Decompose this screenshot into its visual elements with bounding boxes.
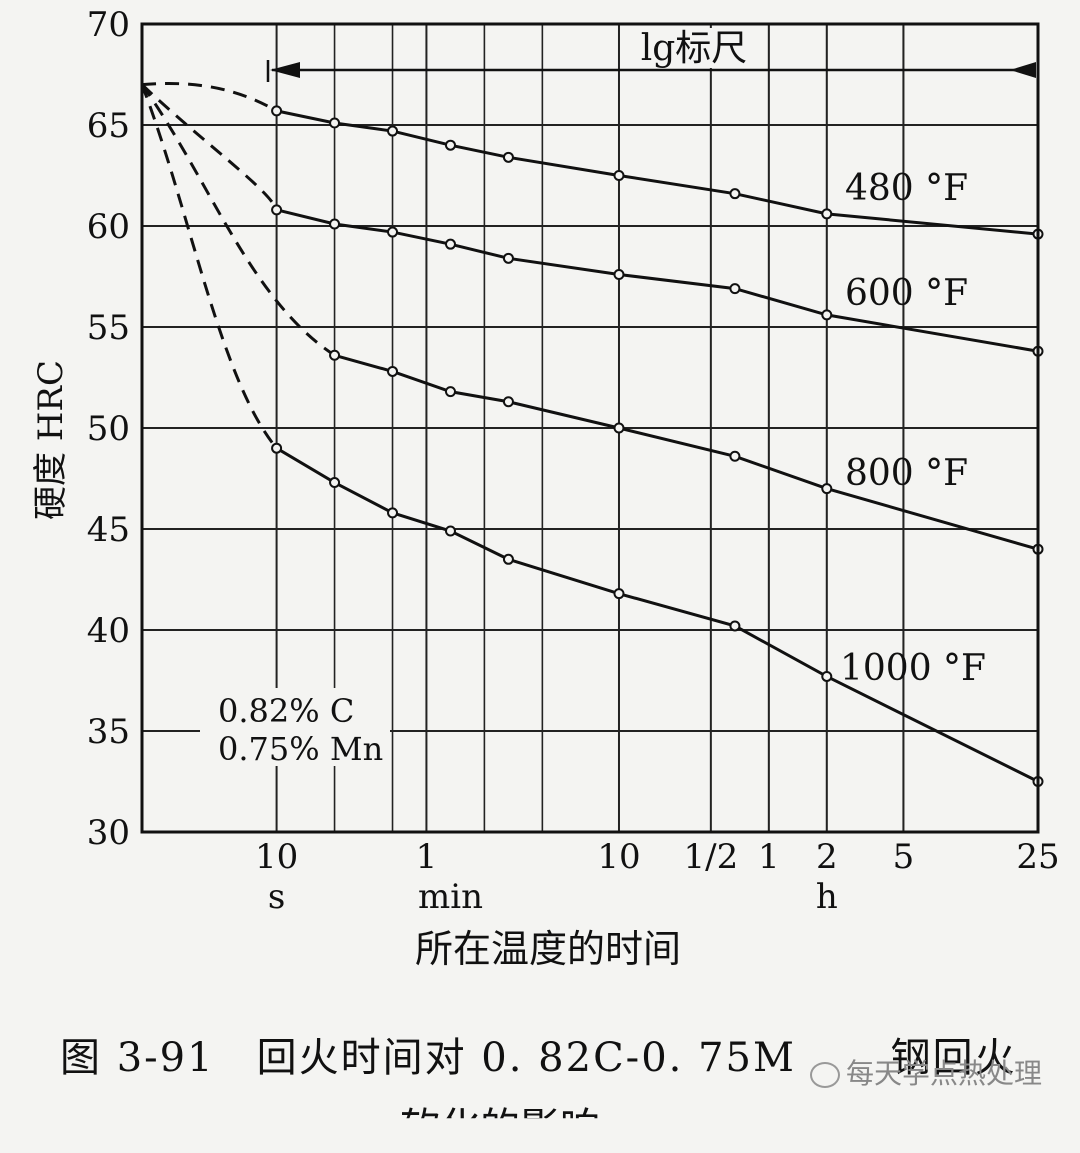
series-0-point-0 <box>271 105 283 117</box>
series-3-point-1 <box>329 477 341 489</box>
x-tick-label-5: 2 <box>816 837 838 877</box>
y-tick-label-55: 55 <box>87 308 130 348</box>
series-0-point-1 <box>329 117 341 129</box>
plot-frame <box>140 22 1040 834</box>
y-tick-label-70: 70 <box>87 5 130 45</box>
series-0-point-4 <box>502 151 514 163</box>
y-axis-label: 硬度 HRC <box>31 360 71 520</box>
series-2-point-2 <box>444 386 456 398</box>
watermark-text: 每天学点热处理 <box>846 1057 1043 1090</box>
series-lines: 480 °F 600 °F 800 °F 1000 °F <box>140 81 1044 787</box>
figure-caption-line2: 软化的影响 <box>400 1105 600 1151</box>
y-tick-label-50: 50 <box>87 409 130 449</box>
series-0-point-3 <box>444 139 456 151</box>
figure-caption: 图 3-91 回火时间对 0. 82C-0. 75M 钢回火 <box>60 1025 1017 1083</box>
series-2-point-1 <box>387 365 399 377</box>
series-2-dashed-segment <box>140 83 336 357</box>
series-2-point-5 <box>729 450 741 462</box>
series-0-dashed-segment <box>141 81 278 113</box>
x-tick-label-1: 1 <box>416 837 438 877</box>
series-1-point-5 <box>613 268 625 280</box>
series-2-point-3 <box>502 396 514 408</box>
x-unit-label-s: s <box>268 877 285 917</box>
x-axis-label: 所在温度的时间 <box>415 927 681 971</box>
series-label-0: 480 °F <box>845 168 968 209</box>
wechat-icon <box>810 1062 840 1088</box>
x-tick-label-0: 10 <box>255 837 298 877</box>
x-tick-label-4: 1 <box>758 837 780 877</box>
gridlines <box>142 23 1039 833</box>
composition-box: 0.82% C 0.75% Mn <box>200 688 390 768</box>
series-1-point-6 <box>729 283 741 295</box>
x-tick-label-3: 1/2 <box>683 837 738 877</box>
series-0-point-5 <box>613 170 625 181</box>
y-tick-label-30: 30 <box>87 813 130 853</box>
composition-carbon: 0.82% C <box>218 692 354 730</box>
lg-scale-annotation: lg标尺 <box>266 28 1036 82</box>
series-3-point-2 <box>387 507 399 519</box>
caption-line1-tail: 钢回火 <box>890 1035 1017 1081</box>
series-label-2: 800 °F <box>845 453 968 494</box>
x-tick-label-2: 10 <box>597 837 640 877</box>
series-0-point-6 <box>729 188 741 200</box>
series-1-point-4 <box>502 252 514 264</box>
series-label-1: 600 °F <box>845 273 968 314</box>
y-tick-label-40: 40 <box>87 611 130 651</box>
series-2: 800 °F <box>140 83 1044 555</box>
x-tick-label-7: 25 <box>1016 837 1059 877</box>
series-3-point-5 <box>613 588 625 600</box>
x-unit-label-min: min <box>418 877 483 917</box>
y-tick-label-35: 35 <box>87 712 130 752</box>
caption-line1: 图 3-91 回火时间对 0. 82C-0. 75M <box>60 1035 796 1081</box>
y-tick-label-60: 60 <box>87 207 130 247</box>
series-0-point-2 <box>387 125 399 137</box>
series-0: 480 °F <box>141 81 1044 240</box>
y-tick-label-45: 45 <box>87 510 130 550</box>
series-3: 1000 °F <box>140 84 1044 787</box>
series-3-point-6 <box>729 620 741 632</box>
series-1-point-1 <box>329 218 341 230</box>
series-1-dashed-segment <box>140 83 279 211</box>
series-2-point-4 <box>613 422 625 434</box>
watermark: 每天学点热处理 <box>810 1052 1042 1092</box>
y-tick-label-65: 65 <box>87 106 130 146</box>
series-3-point-3 <box>444 525 456 537</box>
series-label-3: 1000 °F <box>840 648 986 689</box>
series-3-point-4 <box>502 553 514 565</box>
series-1-point-3 <box>444 238 456 250</box>
series-1: 600 °F <box>140 83 1044 357</box>
series-3-point-7 <box>821 670 833 682</box>
series-2-line <box>334 353 1039 551</box>
x-unit-label-h: h <box>816 877 838 917</box>
series-1-point-7 <box>821 309 833 321</box>
series-1-point-0 <box>271 204 283 216</box>
composition-manganese: 0.75% Mn <box>218 730 383 768</box>
series-1-point-2 <box>387 226 399 238</box>
x-axis-ticks: 10 1 10 1/2 1 2 5 25s min h <box>255 837 1060 917</box>
x-tick-label-6: 5 <box>893 837 915 877</box>
y-axis-ticks: 30 35 40 45 50 55 60 65 70 <box>87 5 130 853</box>
series-2-point-6 <box>821 483 833 495</box>
series-2-point-0 <box>329 349 341 361</box>
series-3-dashed-segment <box>140 84 278 450</box>
series-0-point-7 <box>821 208 833 220</box>
series-3-point-0 <box>271 442 283 454</box>
lg-scale-label: lg标尺 <box>641 28 748 69</box>
